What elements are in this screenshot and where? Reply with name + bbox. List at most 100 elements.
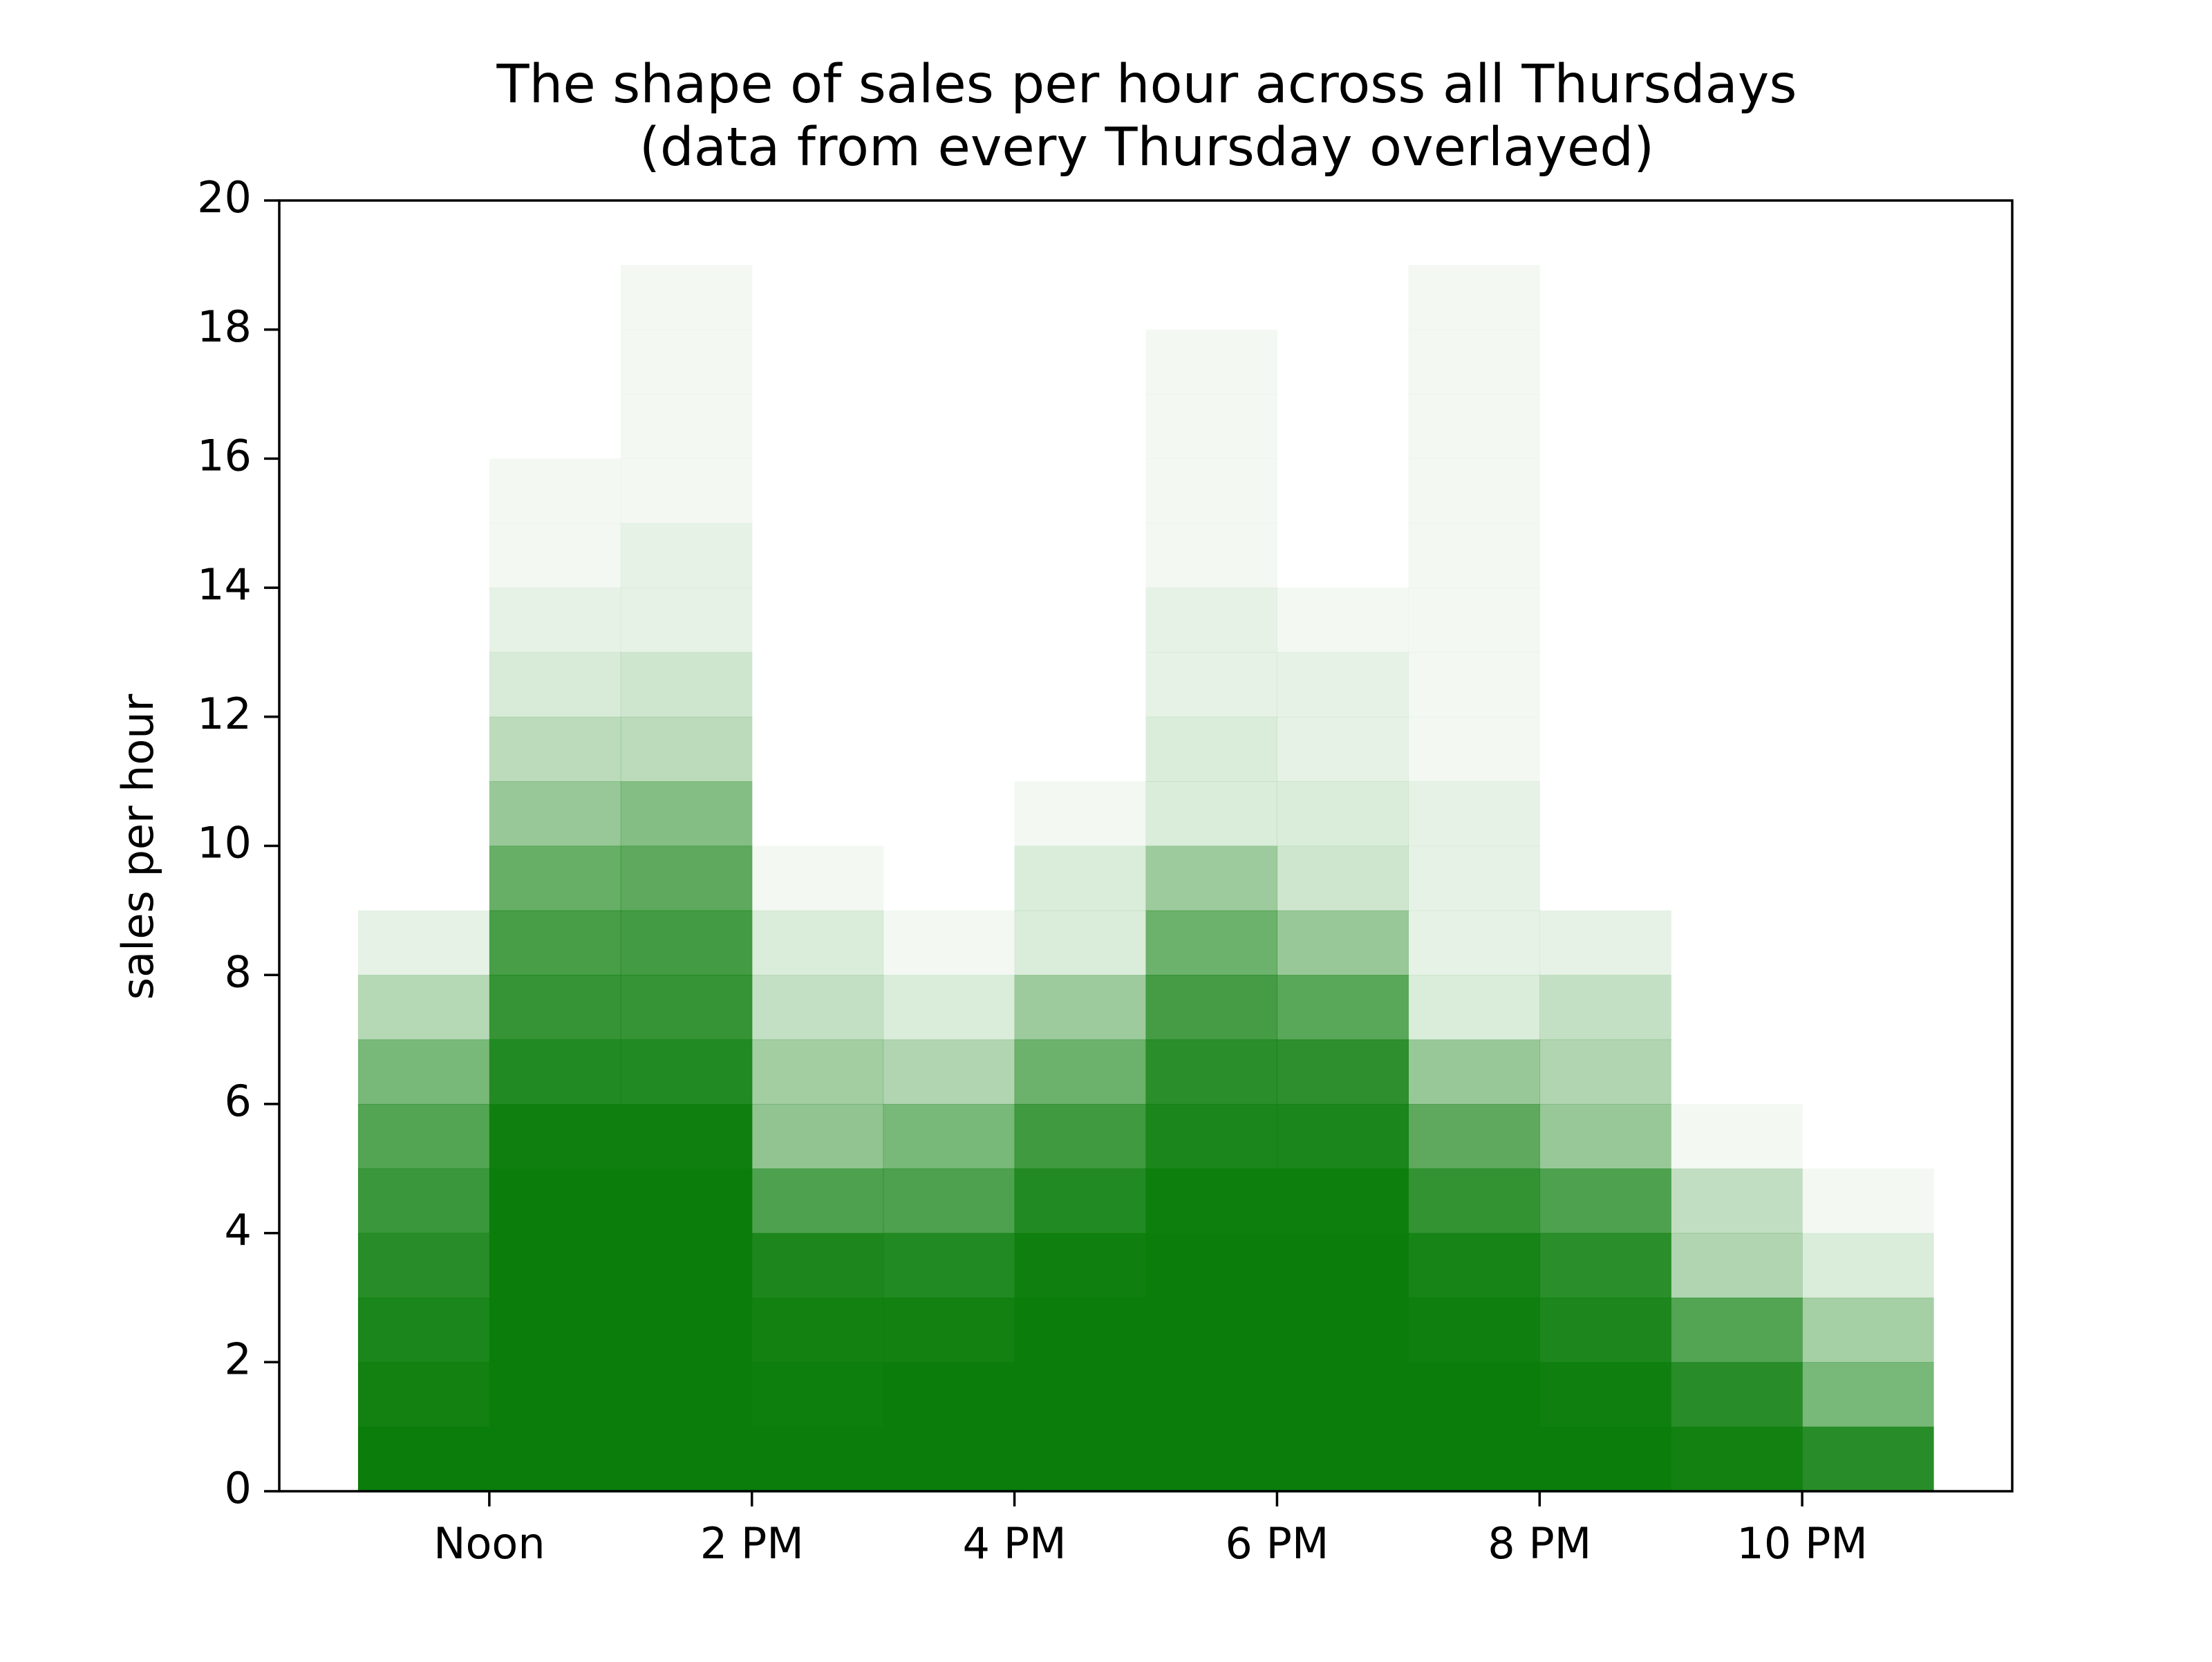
heatmap-cell bbox=[1408, 265, 1540, 330]
heatmap-cell bbox=[1145, 910, 1278, 975]
heatmap-cell bbox=[1014, 1168, 1147, 1234]
heatmap-cell bbox=[1277, 1297, 1409, 1363]
heatmap-cell bbox=[1408, 588, 1540, 653]
heatmap-cell bbox=[1145, 588, 1278, 653]
heatmap-cell bbox=[1145, 1426, 1278, 1492]
heatmap-cell bbox=[1277, 1168, 1409, 1234]
heatmap-cell bbox=[1277, 975, 1409, 1040]
heatmap-cell bbox=[751, 1426, 884, 1492]
heatmap-cell bbox=[489, 846, 621, 911]
heatmap-cell bbox=[1014, 781, 1147, 847]
heatmap-cell bbox=[1014, 1426, 1147, 1492]
heatmap-cell bbox=[489, 458, 621, 524]
y-tick-label: 4 bbox=[225, 1205, 252, 1255]
heatmap-cell bbox=[751, 1039, 884, 1105]
heatmap-cell bbox=[1145, 394, 1278, 459]
heatmap-cell bbox=[1539, 1168, 1671, 1234]
heatmap-cell bbox=[620, 588, 753, 653]
heatmap-cell bbox=[751, 1233, 884, 1298]
heatmap-cell bbox=[1408, 329, 1540, 395]
heatmap-cell bbox=[489, 975, 621, 1040]
heatmap-cell bbox=[1671, 1426, 1803, 1492]
heatmap-cell bbox=[1802, 1362, 1934, 1428]
heatmap-cell bbox=[489, 1039, 621, 1105]
heatmap-cell bbox=[1408, 523, 1540, 588]
heatmap-cell bbox=[1277, 716, 1409, 782]
heatmap-cell bbox=[1539, 910, 1671, 975]
heatmap-cell bbox=[1014, 1362, 1147, 1428]
heatmap-cell bbox=[1145, 458, 1278, 524]
heatmap-cell bbox=[883, 1103, 1015, 1169]
heatmap-cell bbox=[489, 1168, 621, 1234]
heatmap-cell bbox=[357, 1039, 490, 1105]
y-tick-label: 16 bbox=[197, 430, 252, 480]
heatmap-cell bbox=[620, 1039, 753, 1105]
heatmap-cell bbox=[1145, 329, 1278, 395]
heatmap-cell bbox=[620, 1103, 753, 1169]
heatmap-cell bbox=[620, 1168, 753, 1234]
heatmap-cell bbox=[1277, 1426, 1409, 1492]
heatmap-cell bbox=[1277, 652, 1409, 718]
heatmap-cell bbox=[1145, 716, 1278, 782]
x-tick-label: 2 PM bbox=[700, 1518, 804, 1569]
heatmap-cell bbox=[1539, 1233, 1671, 1298]
y-axis-label: sales per hour bbox=[113, 693, 163, 1000]
heatmap-cell bbox=[1145, 781, 1278, 847]
heatmap-cell bbox=[1671, 1297, 1803, 1363]
heatmap-cell bbox=[1277, 1233, 1409, 1298]
heatmap-cell bbox=[1539, 1426, 1671, 1492]
heatmap-cell bbox=[1802, 1168, 1934, 1234]
heatmap-cell bbox=[620, 265, 753, 330]
heatmap-cell bbox=[489, 910, 621, 975]
heatmap-cell bbox=[1408, 781, 1540, 847]
y-tick-label: 6 bbox=[225, 1076, 252, 1126]
heatmap-cell bbox=[620, 523, 753, 588]
heatmap-cell bbox=[489, 1362, 621, 1428]
heatmap-cell bbox=[1014, 1103, 1147, 1169]
heatmap-cell bbox=[489, 781, 621, 847]
heatmap-cell bbox=[751, 1297, 884, 1363]
heatmap-cell bbox=[1014, 1297, 1147, 1363]
heatmap-cell bbox=[1408, 1233, 1540, 1298]
heatmap-cell bbox=[489, 1426, 621, 1492]
heatmap-cell bbox=[620, 910, 753, 975]
heatmap-cell bbox=[1277, 588, 1409, 653]
heatmap-cell bbox=[1408, 394, 1540, 459]
chart-title-line-1: The shape of sales per hour across all T… bbox=[496, 54, 1797, 115]
heatmap-cell bbox=[1408, 1426, 1540, 1492]
heatmap-cell bbox=[883, 1233, 1015, 1298]
heatmap-cell bbox=[620, 1426, 753, 1492]
heatmap-cell bbox=[1014, 1233, 1147, 1298]
heatmap-cell bbox=[620, 652, 753, 718]
heatmap-cell bbox=[1277, 1039, 1409, 1105]
heatmap-cell bbox=[1145, 1103, 1278, 1169]
heatmap-cell bbox=[1408, 975, 1540, 1040]
chart-title-line-2: (data from every Thursday overlayed) bbox=[639, 117, 1654, 178]
heatmap-cell bbox=[1671, 1103, 1803, 1169]
y-tick-label: 2 bbox=[225, 1334, 252, 1384]
heatmap-cell bbox=[1802, 1297, 1934, 1363]
heatmap-cell bbox=[1802, 1233, 1934, 1298]
heatmap-cell bbox=[1408, 1103, 1540, 1169]
x-tick-label: 10 PM bbox=[1736, 1518, 1867, 1569]
y-tick-label: 0 bbox=[225, 1463, 252, 1513]
heatmap-cell bbox=[1408, 1168, 1540, 1234]
heatmap-cell bbox=[1277, 846, 1409, 911]
y-tick-label: 10 bbox=[197, 818, 252, 868]
heatmap-cell bbox=[883, 975, 1015, 1040]
heatmap-cell bbox=[1277, 910, 1409, 975]
heatmap-cell bbox=[1671, 1233, 1803, 1298]
y-tick-label: 14 bbox=[197, 559, 252, 610]
chart-title: The shape of sales per hour across all T… bbox=[496, 54, 1797, 178]
heatmap-cell bbox=[751, 975, 884, 1040]
heatmap-cell bbox=[1014, 975, 1147, 1040]
heatmap-cell bbox=[1014, 846, 1147, 911]
heatmap-cell bbox=[489, 588, 621, 653]
heatmap-cell bbox=[751, 1362, 884, 1428]
y-tick-label: 12 bbox=[197, 689, 252, 739]
heatmap-cell bbox=[489, 1233, 621, 1298]
heatmap-cell bbox=[751, 1103, 884, 1169]
heatmap-cell bbox=[1277, 1103, 1409, 1169]
